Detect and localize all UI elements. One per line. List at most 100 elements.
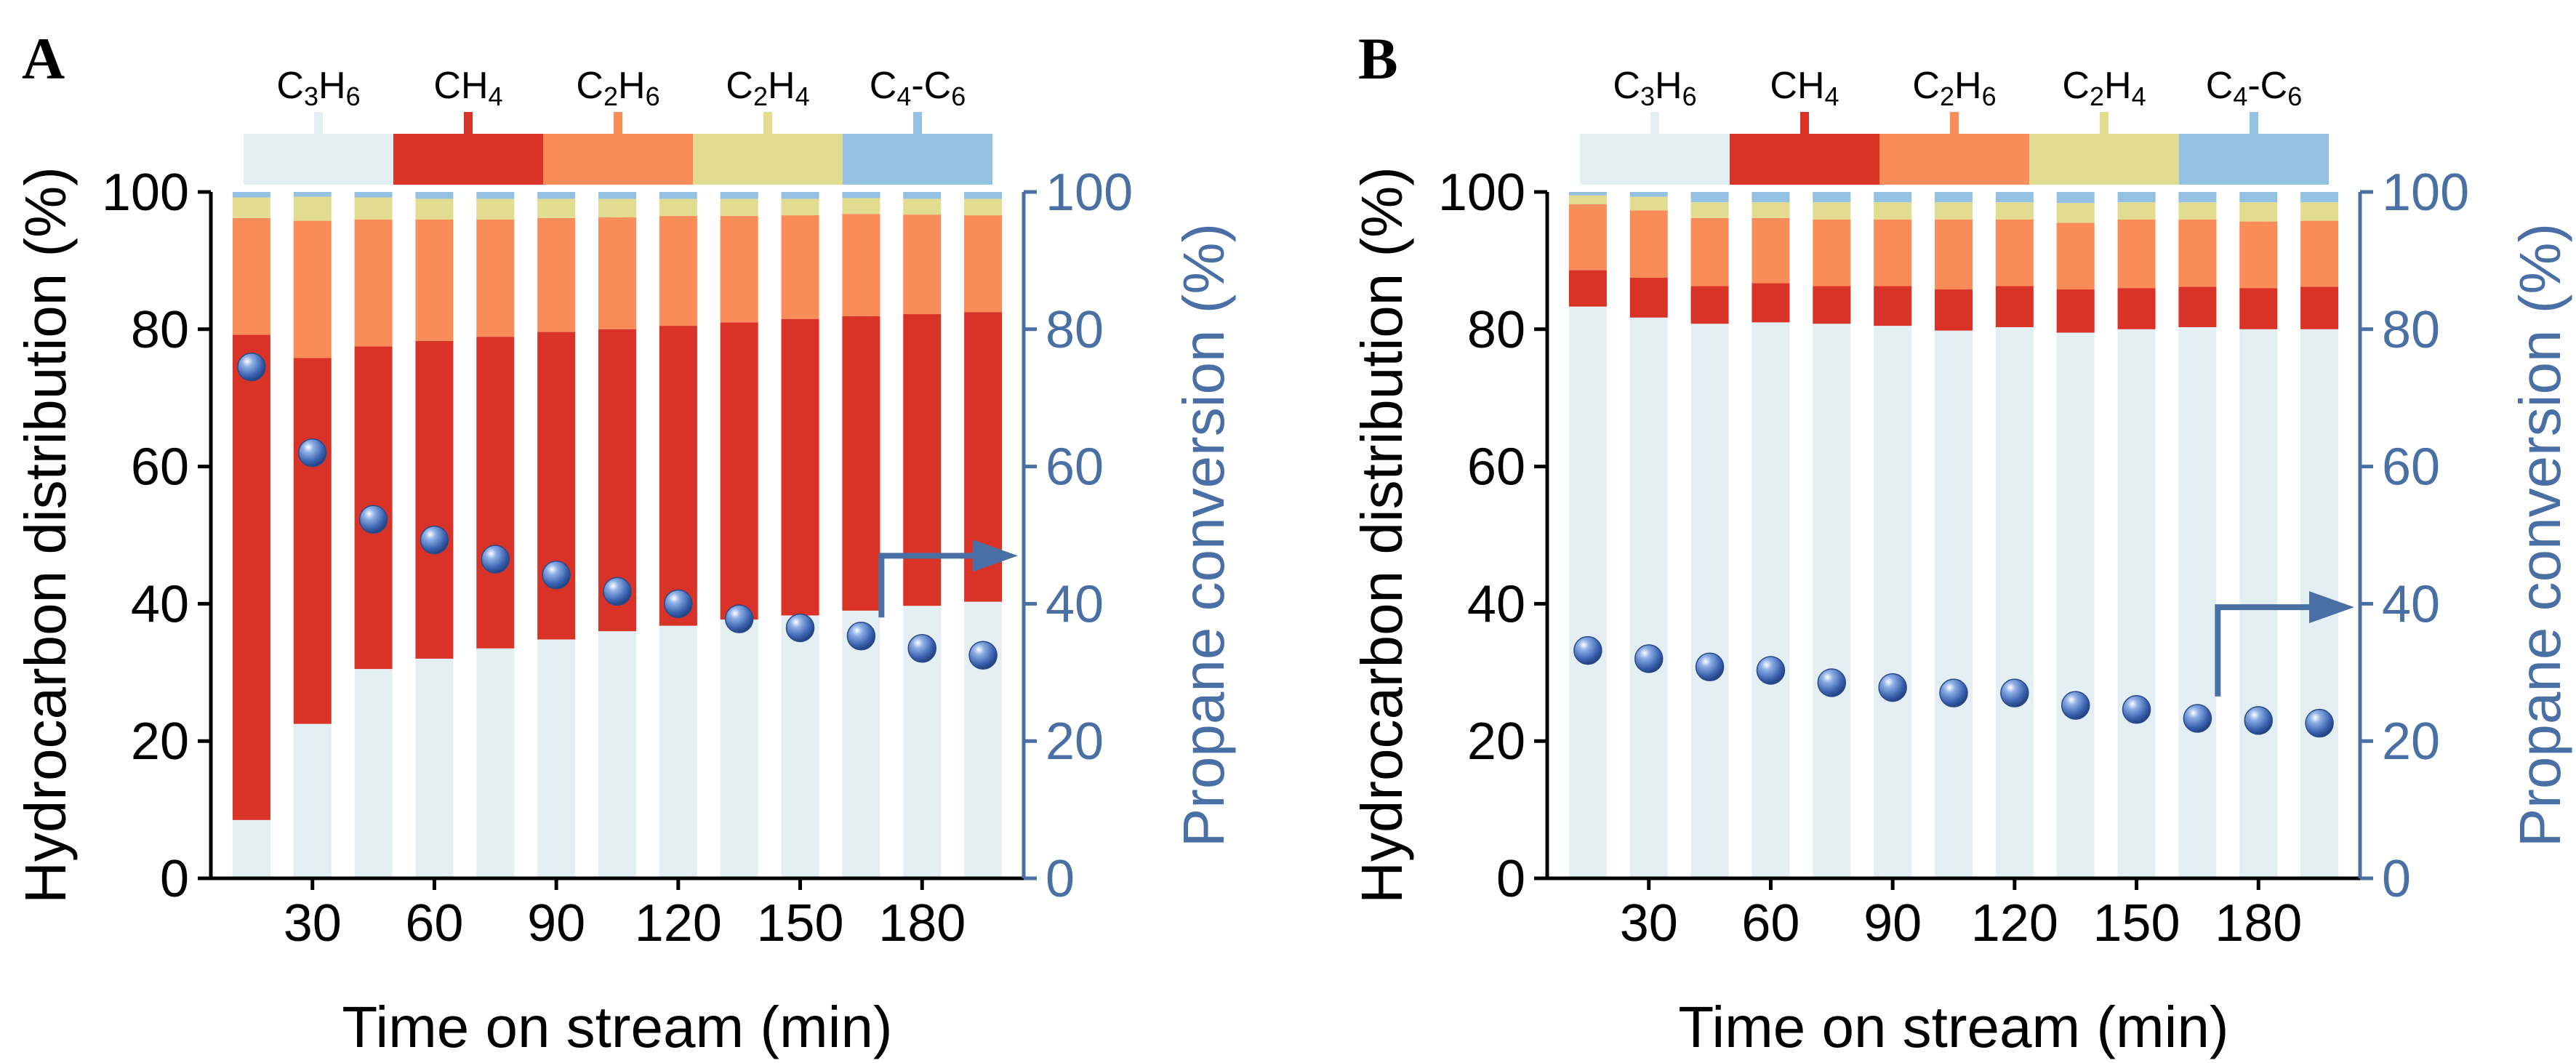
bar-segment-c4c6 (964, 192, 1003, 199)
legend-label-part: 4 (2233, 81, 2247, 111)
legend-label-part: 6 (2287, 81, 2302, 111)
bar-segment-c2h6 (1568, 204, 1607, 270)
bar-segment-c2h4 (1629, 196, 1668, 211)
x-tick-label: 30 (284, 894, 342, 952)
x-tick-label: 120 (635, 894, 722, 952)
bar-segment-c3h6 (1935, 330, 1973, 878)
bar-segment-c2h6 (1690, 217, 1729, 286)
conversion-marker (1573, 635, 1602, 665)
conversion-marker (724, 604, 754, 633)
bar-segment-ch4 (1568, 270, 1607, 307)
legend-label-part: H (318, 65, 346, 107)
conversion-marker (907, 634, 936, 663)
legend-label-part: H (2104, 65, 2132, 107)
bar-segment-ch4 (232, 334, 270, 820)
bar-segment-c4c6 (842, 192, 880, 198)
bar-segment-c2h4 (2178, 202, 2217, 220)
bar-segment-c3h6 (1690, 324, 1729, 878)
conversion-marker (1878, 673, 1907, 702)
legend-swatch-c3h6 (1580, 134, 1730, 185)
legend-swatch-c2h6 (543, 134, 693, 185)
legend-label-part: 6 (1682, 81, 1697, 111)
legend-swatch-c2h4 (2029, 134, 2179, 185)
conversion-marker (603, 577, 632, 606)
bar-segment-c2h6 (476, 219, 515, 337)
left-tick-label: 80 (131, 301, 189, 359)
bar-segment-c2h6 (293, 220, 332, 358)
legend-label-part: 3 (304, 81, 318, 111)
bar-segment-c2h6 (964, 215, 1003, 313)
bar-segment-c4c6 (354, 192, 393, 198)
legend-swatch-ch4 (393, 134, 543, 185)
bar-segment-c4c6 (1813, 192, 1851, 203)
legend-tick-c4c6 (913, 112, 922, 135)
bar-segment-c2h6 (598, 217, 636, 329)
bar-segment-c3h6 (1813, 324, 1851, 878)
x-axis-title: Time on stream (min) (1678, 995, 2228, 1059)
y-axis-title: Hydrocarbon distribution (%) (1349, 167, 1414, 904)
bar-segment-c2h6 (659, 216, 697, 326)
bar-segment-c2h4 (354, 197, 393, 220)
bar-segment-ch4 (1690, 286, 1729, 324)
bar-segment-c4c6 (476, 192, 515, 199)
bar-segment-c2h4 (1690, 202, 1729, 218)
bar-segment-c2h6 (1752, 217, 1790, 284)
legend-label-c3h6: C3H6 (276, 65, 360, 111)
conversion-marker (358, 505, 388, 534)
bar-segment-c4c6 (720, 192, 758, 199)
conversion-marker (1695, 652, 1725, 681)
bar-segment-c4c6 (537, 192, 576, 199)
conversion-marker (1939, 678, 1968, 707)
bar-segment-c3h6 (476, 648, 515, 878)
bar-segment-ch4 (415, 340, 454, 659)
bar-segment-c2h4 (2239, 202, 2278, 222)
bar-segment-c2h6 (903, 214, 942, 315)
bar-segment-c3h6 (842, 610, 880, 878)
bar-segment-c2h4 (903, 198, 942, 215)
legend-swatch-c2h4 (693, 134, 843, 185)
y2-axis-title: Propane conversion (%) (1171, 223, 1236, 847)
bar-segment-c3h6 (537, 639, 576, 878)
legend-swatch-c4c6 (2179, 134, 2329, 185)
conversion-marker (481, 545, 510, 574)
left-tick-label: 40 (131, 575, 189, 633)
legend-label-part: 4 (896, 81, 911, 111)
bar-segment-c2h6 (2056, 222, 2095, 290)
bar-segment-c2h4 (964, 198, 1003, 216)
conversion-marker (1634, 644, 1664, 673)
bar-segment-c2h4 (415, 198, 454, 220)
bar-segment-c2h6 (781, 215, 819, 319)
y-axis-title: Hydrocarbon distribution (%) (13, 167, 78, 904)
conversion-marker (968, 641, 998, 670)
bar-segment-c2h4 (1935, 202, 1973, 220)
legend-label-part: C (2062, 65, 2090, 107)
bar-segment-c4c6 (1874, 192, 1912, 203)
legend-tick-ch4 (1800, 112, 1809, 135)
bar-segment-c4c6 (781, 192, 819, 199)
bar-segment-c4c6 (1568, 192, 1607, 196)
right-tick-label: 100 (1046, 164, 1133, 222)
y2-axis-title: Propane conversion (%) (2508, 223, 2572, 847)
panel-letter: B (1358, 25, 1398, 92)
bar-segment-c3h6 (2239, 329, 2278, 878)
bar-segment-c2h4 (720, 198, 758, 217)
bar-segment-c3h6 (354, 669, 393, 878)
bar-segment-c3h6 (781, 615, 819, 878)
legend-label-part: C (576, 65, 603, 107)
bar-segment-c2h4 (1874, 202, 1912, 220)
legend-label-c2h6: C2H6 (576, 65, 659, 111)
bar-segment-c3h6 (598, 631, 636, 878)
bar-segment-ch4 (537, 332, 576, 640)
conversion-marker (2061, 691, 2090, 720)
legend-label-part: 2 (2090, 81, 2104, 111)
bar-segment-c3h6 (1995, 326, 2034, 878)
legend-label-c4c6: C4-C6 (2206, 65, 2303, 111)
panel-letter: A (22, 25, 65, 92)
legend-label-part: 4 (2132, 81, 2146, 111)
bar-segment-c2h4 (476, 198, 515, 220)
bar-segment-ch4 (1874, 286, 1912, 326)
right-tick-label: 20 (2382, 713, 2440, 771)
bar-segment-c4c6 (1690, 192, 1729, 203)
bar-segment-ch4 (842, 316, 880, 611)
legend-label-part: CH (1770, 65, 1824, 107)
